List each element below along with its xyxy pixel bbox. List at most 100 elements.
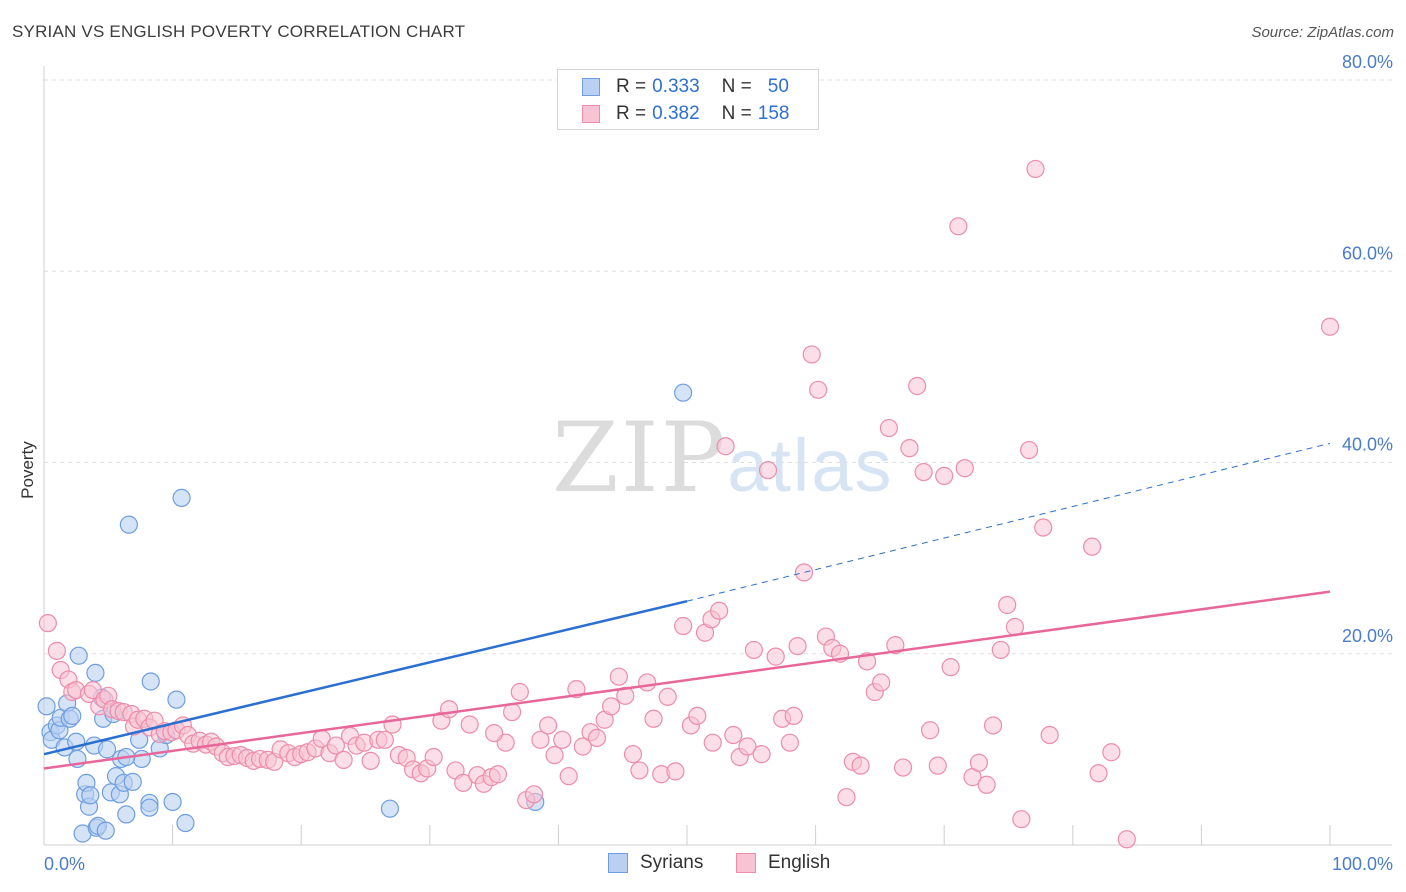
english-point [893, 758, 913, 777]
english-point [837, 788, 856, 807]
source-label: Source: ZipAtlas.com [1251, 24, 1394, 41]
english-point [524, 785, 544, 804]
english-point [567, 680, 586, 699]
legend-row-english: R = 0.382 N = 158 [582, 102, 789, 126]
english-point [752, 745, 771, 764]
r-value-syrians: 0.333 [652, 76, 700, 97]
english-point [559, 767, 578, 786]
english-point [688, 706, 707, 726]
r-value-english: 0.382 [652, 103, 700, 124]
english-point [802, 345, 821, 364]
stats-legend: R = 0.333 N = 50 R = 0.382 N = 158 [557, 69, 819, 130]
english-point [1026, 159, 1045, 179]
legend-item-english[interactable]: English [736, 852, 830, 874]
syrians-point [69, 646, 88, 665]
english-point [710, 601, 729, 620]
english-point [977, 775, 996, 794]
english-point [553, 730, 572, 749]
english-point [1320, 317, 1340, 336]
english-point [935, 466, 954, 485]
tick-labels: 20.0% 40.0% 60.0% 80.0% 0.0% 100.0% [44, 52, 1393, 874]
english-point [920, 721, 940, 740]
english-point [908, 376, 927, 396]
syrians-point [86, 663, 105, 682]
axes [43, 66, 1392, 846]
english-point [658, 687, 677, 706]
syrians-point [37, 697, 56, 716]
english-point [983, 716, 1003, 735]
english-point [969, 753, 989, 772]
english-point [724, 725, 743, 745]
syrians-point [119, 515, 138, 534]
syrians-point [141, 672, 160, 691]
syrians-point [674, 383, 693, 402]
english-point [744, 640, 763, 660]
english-point [439, 700, 459, 719]
english-point [1012, 810, 1031, 829]
syrians-points [37, 383, 693, 843]
english-point [809, 380, 828, 399]
y-tick-label: 40.0% [1342, 435, 1393, 455]
english-point [900, 439, 919, 458]
y-tick-label: 20.0% [1342, 626, 1393, 646]
legend-label-syrians: Syrians [640, 852, 704, 873]
syrians-point [176, 813, 195, 833]
english-legend-swatch [736, 853, 756, 873]
english-point [1102, 743, 1121, 762]
english-point [1019, 440, 1039, 460]
english-point [334, 750, 353, 769]
english-point [424, 747, 443, 767]
english-point [758, 461, 778, 480]
legend-label-english: English [768, 852, 831, 873]
english-point [703, 733, 722, 752]
chart-title: SYRIAN VS ENGLISH POVERTY CORRELATION CH… [12, 22, 466, 41]
english-point [716, 437, 735, 456]
trend-lines [43, 442, 1331, 770]
english-point [573, 737, 592, 756]
english-point [361, 751, 380, 770]
english-points [38, 159, 1340, 849]
y-tick-label: 60.0% [1342, 243, 1393, 263]
english-point [955, 459, 974, 478]
series-legend: Syrians English [0, 850, 1406, 878]
syrians-legend-swatch [608, 853, 628, 873]
english-point [460, 715, 479, 734]
x-tick-label: 100.0% [1332, 854, 1393, 874]
english-point [872, 673, 891, 692]
english-point [674, 616, 693, 636]
syrians-point [140, 798, 159, 817]
syrians-point [96, 821, 115, 840]
english-point [991, 640, 1010, 660]
english-point [738, 737, 757, 756]
english-swatch [582, 105, 600, 123]
syrians-point [172, 488, 191, 507]
r-label: R = [616, 76, 647, 97]
english-point [47, 641, 66, 660]
syrians-point [81, 786, 100, 805]
english-point [454, 773, 473, 792]
english-point [539, 716, 558, 735]
english-point [644, 709, 663, 728]
english-point [1089, 764, 1108, 783]
english-point [857, 652, 877, 671]
r-label: R = [616, 103, 647, 124]
english-point [602, 697, 621, 716]
syrians-point [380, 799, 400, 818]
syrians-swatch [582, 78, 600, 96]
english-point [788, 636, 807, 656]
english-point [630, 761, 649, 780]
english-point [879, 418, 899, 438]
syrians-point [63, 706, 82, 726]
english-point [998, 595, 1017, 615]
legend-row-syrians: R = 0.333 N = 50 [582, 75, 789, 99]
english-point [1117, 830, 1136, 849]
n-value-syrians: 50 [767, 76, 789, 97]
legend-item-syrians[interactable]: Syrians [608, 852, 703, 874]
english-point [794, 563, 814, 582]
english-point [941, 658, 960, 677]
english-point [666, 762, 685, 781]
english-point [38, 614, 57, 633]
syrians-point [117, 805, 136, 824]
english-point [784, 706, 803, 726]
